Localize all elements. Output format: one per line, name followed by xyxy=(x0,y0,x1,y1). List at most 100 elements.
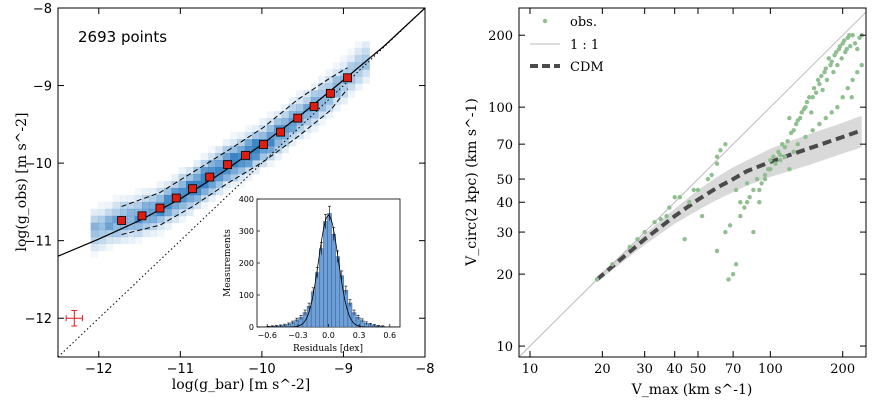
vcirc-y-axis-label: V_circ(2 kpc) (km s^-1) xyxy=(464,98,480,267)
density-cell xyxy=(112,208,121,217)
density-cell xyxy=(193,166,202,175)
density-cell xyxy=(332,69,341,77)
inset-y-tick-label: 100 xyxy=(239,291,254,300)
obs-point xyxy=(810,95,815,100)
density-cell xyxy=(127,236,135,245)
obs-point xyxy=(795,141,800,147)
obs-point xyxy=(723,229,728,235)
density-cell xyxy=(222,146,231,154)
obs-point xyxy=(747,194,752,200)
density-cell xyxy=(215,160,224,168)
obs-point xyxy=(828,62,833,68)
density-cell xyxy=(237,166,246,175)
density-cell xyxy=(310,90,319,98)
density-cell xyxy=(105,236,113,245)
density-cell xyxy=(134,194,143,203)
inset-x-tick-label: 0.3 xyxy=(353,331,366,340)
obs-point xyxy=(744,181,750,186)
density-cell xyxy=(164,208,172,217)
density-cell xyxy=(171,187,180,196)
density-cell xyxy=(142,187,150,196)
density-cell xyxy=(274,146,282,154)
obs-point xyxy=(751,229,756,235)
density-cell xyxy=(252,166,260,175)
x-tick-label: −12 xyxy=(85,362,112,377)
density-cell xyxy=(222,139,231,147)
density-cell xyxy=(105,215,113,224)
density-cell xyxy=(347,48,356,56)
obs-point xyxy=(730,271,736,277)
density-cell xyxy=(296,90,304,98)
obs-point xyxy=(682,237,687,242)
obs-point xyxy=(782,144,788,150)
density-cell xyxy=(237,132,246,140)
density-cell xyxy=(274,153,282,161)
obs-point xyxy=(727,223,733,228)
obs-point xyxy=(855,46,860,52)
cdm-band xyxy=(597,115,862,283)
density-cell xyxy=(171,180,180,189)
density-cell xyxy=(310,125,319,133)
density-cell xyxy=(318,111,326,119)
density-cell xyxy=(274,118,282,126)
density-cell xyxy=(252,160,260,168)
obs-point xyxy=(744,200,750,205)
obs-point xyxy=(785,139,790,144)
obs-point xyxy=(594,277,600,282)
density-cell xyxy=(134,229,143,238)
one-to-one-line xyxy=(58,8,425,357)
error-bar xyxy=(65,309,83,327)
obs-point xyxy=(759,181,764,186)
density-cell xyxy=(259,146,268,154)
density-cell xyxy=(164,187,172,196)
y-tick-label: −11 xyxy=(25,235,52,250)
density-cell xyxy=(318,83,326,91)
obs-point xyxy=(855,70,860,75)
density-cell xyxy=(325,104,334,112)
density-cell xyxy=(318,97,326,105)
density-cell xyxy=(281,118,290,126)
obs-point xyxy=(627,244,632,250)
density-cell xyxy=(325,76,334,84)
obs-point xyxy=(859,62,864,68)
x-tick-label: −11 xyxy=(167,362,194,377)
density-cell xyxy=(186,173,194,182)
density-cell xyxy=(97,215,106,224)
binned-mean-marker xyxy=(117,216,127,225)
inset-y-tick-label: 0 xyxy=(249,323,254,332)
density-cell xyxy=(237,146,246,154)
density-cell xyxy=(354,62,363,70)
density-cell xyxy=(347,62,356,70)
density-cell xyxy=(208,160,216,168)
density-cell xyxy=(259,125,268,133)
obs-point xyxy=(714,154,720,159)
density-cell xyxy=(164,215,172,224)
obs-point xyxy=(840,95,845,100)
density-cell xyxy=(119,208,128,217)
density-cell xyxy=(215,146,224,154)
density-cell xyxy=(340,97,348,105)
density-cell xyxy=(90,222,99,231)
obs-point xyxy=(664,213,669,219)
obs-point xyxy=(695,187,701,193)
obs-point xyxy=(826,56,831,61)
density-cell xyxy=(200,160,209,168)
obs-point xyxy=(754,176,760,182)
y-tick-label: −8 xyxy=(33,2,52,17)
obs-point xyxy=(848,43,853,49)
density-cell xyxy=(178,166,187,175)
inset-bar xyxy=(327,213,332,327)
density-cell xyxy=(354,69,363,77)
vcirc-y-ticks: 10 20 30 40 50 70 100 200 xyxy=(488,29,866,355)
density-cell xyxy=(208,180,216,189)
one-to-one-line xyxy=(519,11,866,357)
density-cell xyxy=(296,132,304,140)
density-cell xyxy=(288,104,297,112)
obs-point xyxy=(810,128,815,133)
density-cell xyxy=(362,62,370,70)
obs-point xyxy=(845,86,851,91)
density-cell xyxy=(325,111,334,119)
density-cell xyxy=(186,166,194,175)
obs-point xyxy=(824,77,830,83)
obs-point xyxy=(839,56,844,61)
